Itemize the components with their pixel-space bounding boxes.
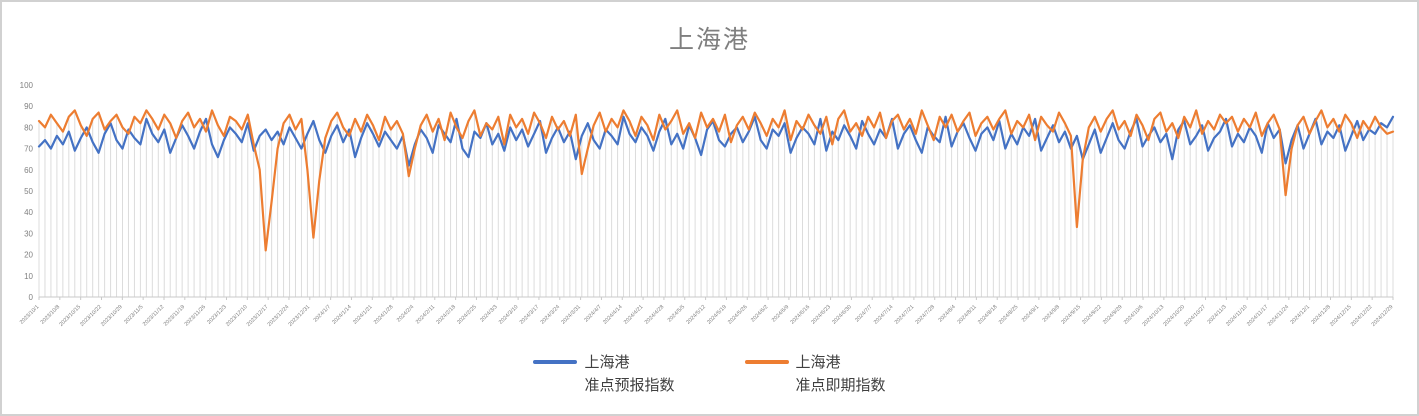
y-axis-label: 50: [24, 187, 33, 196]
x-axis-label: 2024/3/10: [498, 304, 520, 326]
x-axis-label: 2024/4/14: [602, 304, 624, 326]
x-axis-label: 2024/1/7: [313, 304, 332, 323]
x-axis-label: 2024/12/29: [1371, 304, 1395, 328]
x-axis-label: 2024/4/21: [623, 304, 645, 326]
x-axis-label: 2024/3/24: [540, 304, 562, 326]
legend-label-line1: 上海港: [584, 354, 630, 371]
x-axis-label: 2023/12/31: [288, 304, 312, 328]
x-axis-label: 2024/8/25: [998, 304, 1020, 326]
x-axis-label: 2024/6/9: [771, 304, 790, 323]
y-axis-label: 60: [24, 166, 33, 175]
x-axis-label: 2024/6/2: [750, 304, 769, 323]
x-axis-label: 2024/1/21: [352, 304, 374, 326]
x-axis-label: 2024/7/7: [854, 304, 873, 323]
y-axis-label: 30: [24, 229, 33, 238]
x-axis-label: 2024/6/23: [810, 304, 832, 326]
x-axis-label: 2024/11/10: [1225, 304, 1248, 327]
x-axis-label: 2024/11/24: [1267, 304, 1290, 327]
x-axis-label: 2024/10/6: [1123, 304, 1145, 326]
legend-label: 上海港 准点即期指数: [796, 351, 886, 398]
x-axis-label: 2024/4/7: [583, 304, 602, 323]
x-axis-label: 2024/5/5: [667, 304, 686, 323]
x-axis-label: 2024/5/19: [706, 304, 728, 326]
x-axis-label: 2024/11/17: [1246, 304, 1269, 327]
x-axis-label: 2024/9/8: [1042, 304, 1061, 323]
legend-label-line2: 准点即期指数: [795, 377, 886, 395]
x-axis-label: 2024/11/3: [1207, 304, 1228, 325]
x-axis-label: 2023/10/1: [19, 304, 41, 326]
x-axis-label: 2024/6/16: [790, 304, 812, 326]
legend-label-line1: 上海港: [795, 354, 841, 371]
x-axis-label: 2024/8/4: [938, 304, 957, 323]
y-axis-label: 40: [24, 208, 33, 217]
x-axis-label: 2024/7/21: [894, 304, 916, 326]
x-axis-label: 2024/3/31: [560, 304, 582, 326]
legend-label: 上海港 准点预报指数: [584, 351, 674, 398]
x-axis-label: 2024/2/25: [456, 304, 478, 326]
x-axis-label: 2023/12/3: [206, 304, 228, 326]
line-chart-plot-area[interactable]: 2023/10/1 2023/10/82023/10/152023/10/2220…: [2, 60, 1419, 350]
x-axis-label: 2024/2/4: [396, 304, 415, 323]
x-axis-label: 2024/2/11: [415, 304, 436, 325]
chart-legend: 上海港 准点预报指数 上海港 准点即期指数: [2, 351, 1417, 398]
x-axis-label: 2024/7/14: [873, 304, 895, 326]
legend-line-swatch-blue: [533, 360, 578, 364]
x-axis-label: 2024/9/15: [1060, 304, 1082, 326]
chart-title[interactable]: 上海港: [668, 26, 750, 54]
x-axis-label: 2023/10/29: [100, 304, 124, 328]
y-axis-label: 90: [24, 102, 33, 111]
x-axis-label: 2024/4/28: [644, 304, 666, 326]
x-axis-label: 2024/9/22: [1081, 304, 1103, 326]
y-axis-label: 70: [24, 145, 33, 154]
x-axis-label: 2024/1/28: [373, 304, 395, 326]
legend-item-forecast-index[interactable]: 上海港 准点预报指数: [533, 351, 675, 398]
x-axis-label: 2024/10/27: [1183, 304, 1207, 328]
x-axis-label: 2024/9/1: [1021, 304, 1040, 323]
x-axis-label: 2024/8/11: [957, 304, 978, 325]
x-axis-label: 2024/9/29: [1102, 304, 1124, 326]
y-axis-label: 0: [29, 293, 34, 302]
x-axis-label: 2023/11/12: [142, 304, 165, 327]
x-axis-label: 2024/12/8: [1310, 304, 1332, 326]
x-axis-label: 2024/1/14: [331, 304, 353, 326]
x-axis-label: 2024/2/18: [435, 304, 457, 326]
y-axis-label: 100: [20, 81, 34, 90]
legend-item-spot-index[interactable]: 上海港 准点即期指数: [744, 351, 886, 398]
legend-label-line2: 准点预报指数: [584, 377, 675, 395]
y-axis-label: 10: [24, 272, 33, 281]
x-axis-label: 2024/6/30: [831, 304, 853, 326]
x-axis-label: 2024/3/3: [479, 304, 498, 323]
x-axis-label: 2024/5/26: [727, 304, 749, 326]
legend-line-swatch-orange: [744, 360, 789, 364]
x-axis-label: 2024/8/18: [977, 304, 999, 326]
x-axis-label: 2023/11/26: [184, 304, 207, 327]
x-axis-label: 2024/7/28: [915, 304, 937, 326]
x-axis-label: 2023/11/5: [123, 304, 144, 325]
series-line-spot[interactable]: [37, 109, 1395, 252]
x-axis-label: 2024/5/12: [685, 304, 707, 326]
y-axis-label: 80: [24, 123, 33, 132]
x-axis-label: 2023/10/8: [40, 304, 62, 326]
x-axis-label: 2024/12/1: [1290, 304, 1312, 326]
series-line-forecast[interactable]: [37, 115, 1395, 167]
x-axis-label: 2024/3/17: [519, 304, 541, 326]
y-axis-label: 20: [24, 251, 33, 260]
x-axis-label: 2023/11/19: [163, 304, 186, 327]
